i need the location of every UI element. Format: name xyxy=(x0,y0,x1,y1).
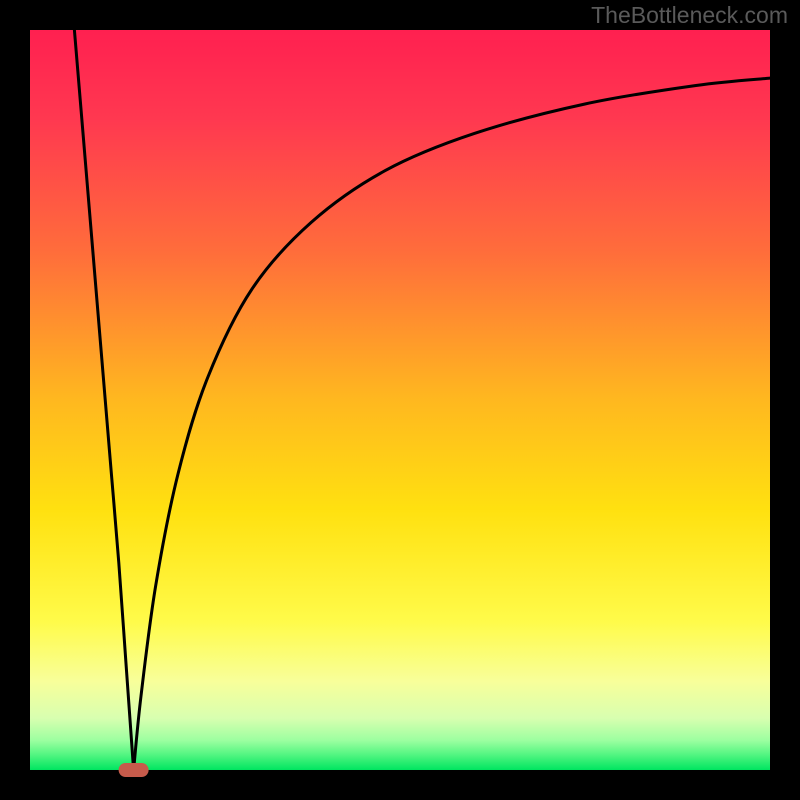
optimum-marker xyxy=(119,763,149,777)
optimum-marker-layer xyxy=(0,0,800,800)
chart-container: TheBottleneck.com xyxy=(0,0,800,800)
